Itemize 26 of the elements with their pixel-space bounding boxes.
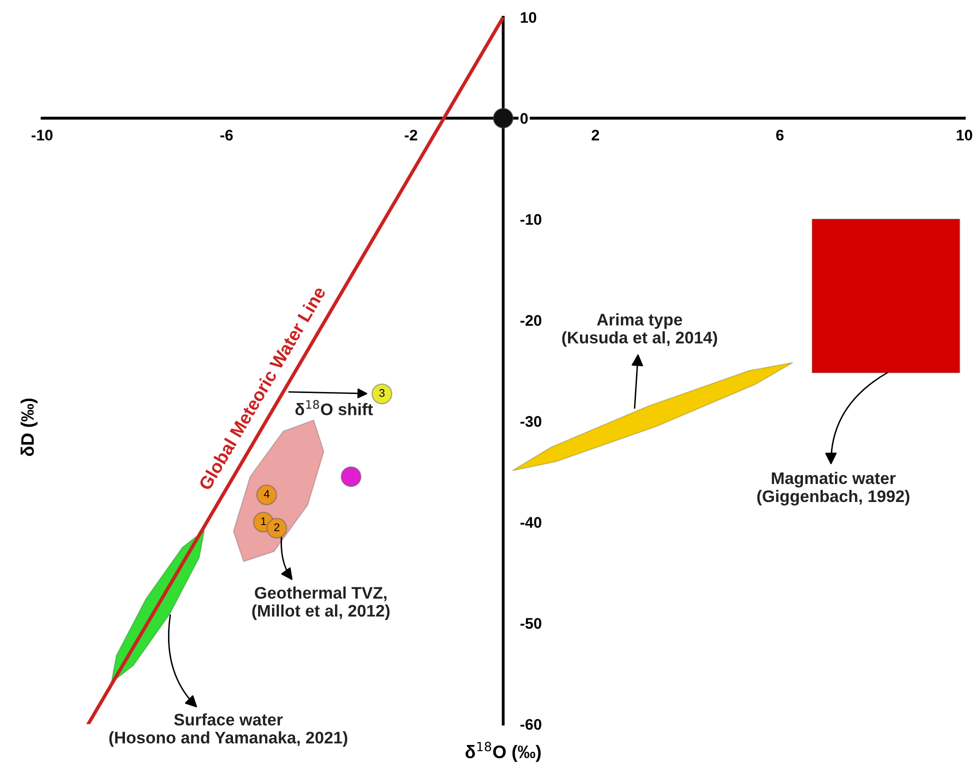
annotation: 4	[264, 490, 270, 498]
y-axis-title: δD (‰)	[20, 398, 38, 456]
y-tick-label: -10	[520, 214, 542, 225]
annotation: 1	[261, 517, 266, 526]
x-tick-label: -6	[220, 130, 233, 141]
x-tick-label: 10	[956, 130, 972, 141]
annotation: Geothermal TVZ, (Millot et al, 2012)	[252, 586, 390, 620]
point	[492, 108, 514, 129]
x-tick-label: -10	[32, 130, 53, 141]
y-tick-label: -40	[520, 517, 542, 528]
annotation: Magmatic water (Giggenbach, 1992)	[757, 472, 910, 506]
y-tick-label: -50	[520, 618, 542, 629]
x-tick-label: -2	[404, 130, 418, 140]
x-tick-label: 2	[592, 130, 600, 140]
y-tick-label: -60	[520, 719, 542, 730]
y-tick-label: 10	[520, 12, 536, 23]
y-tick-label: -20	[520, 315, 542, 326]
annotation: δ$^{18}$O shift	[295, 400, 373, 416]
x-tick-label: 6	[776, 130, 784, 141]
annotation: Arima type (Kusuda et al, 2014)	[562, 313, 718, 347]
y-tick-label: 0	[520, 113, 528, 124]
y-tick-label: -30	[520, 416, 542, 427]
x-axis-title: δ$^{18}$O (‰)	[466, 742, 541, 762]
annotation: 2	[274, 523, 280, 532]
annotation: Surface water (Hosono and Yamanaka, 2021)	[109, 713, 348, 747]
annotation: 3	[379, 389, 385, 397]
